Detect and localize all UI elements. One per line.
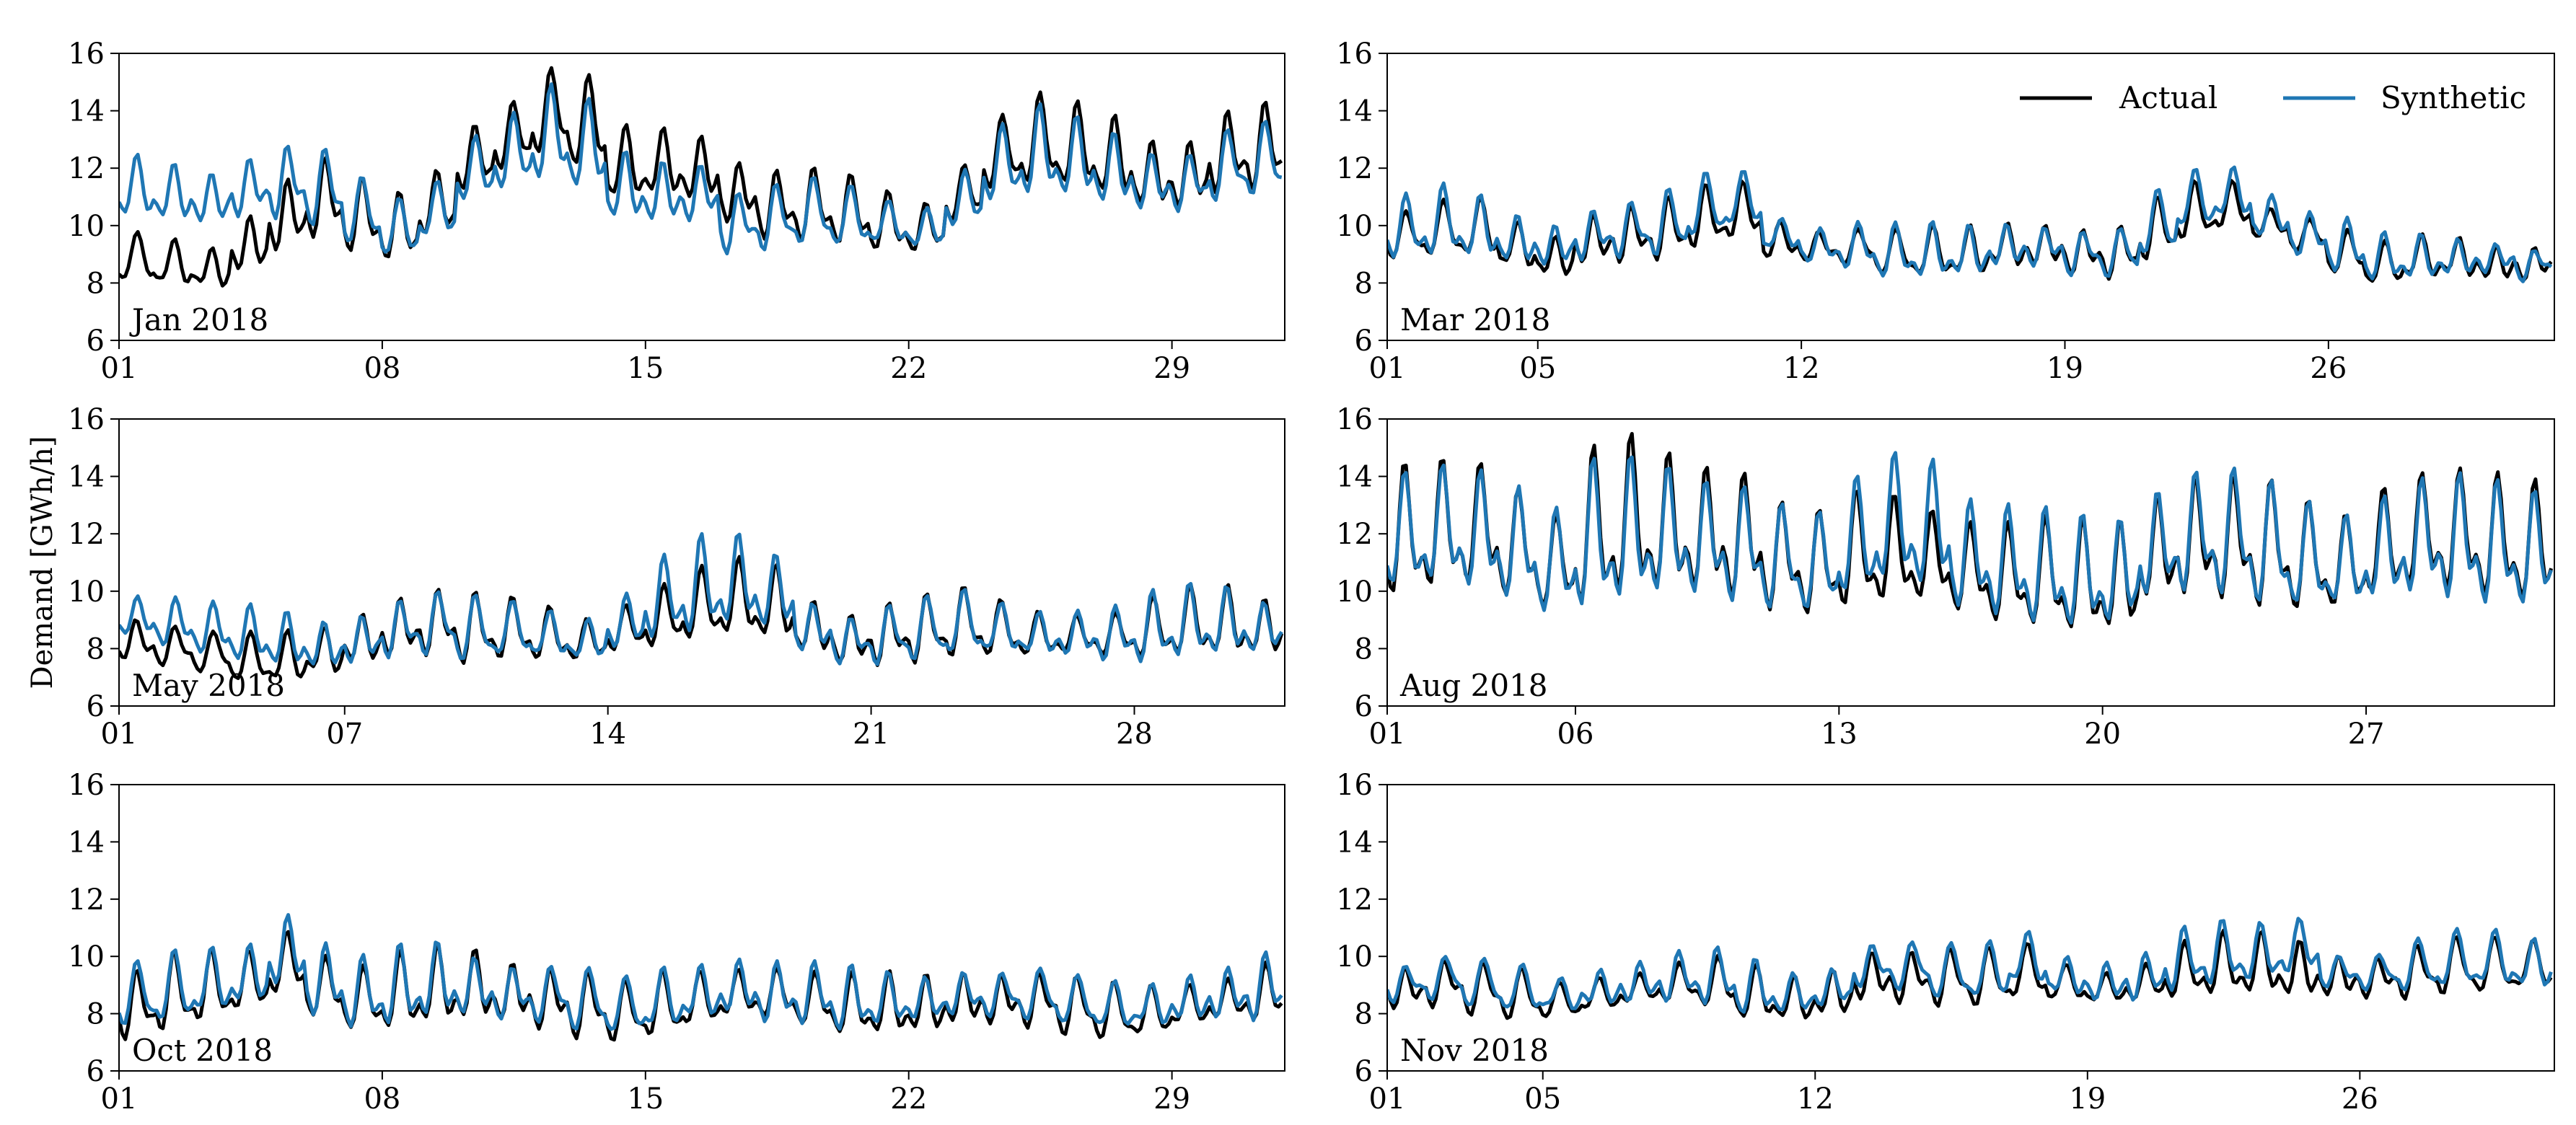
y-tick-label: 16	[68, 403, 105, 436]
x-tick-label: 26	[2342, 1082, 2378, 1116]
x-tick-label: 06	[1557, 718, 1594, 751]
plot-frame	[1386, 53, 2555, 341]
x-tick-label: 29	[1153, 1082, 1190, 1116]
panel-mar: 6 8 10 12 14 16 01 05 12 19 26 Mar 2018	[1336, 38, 2555, 385]
y-tick-label: 14	[68, 826, 105, 859]
y-tick-label: 6	[87, 1055, 105, 1088]
y-tick-label: 12	[68, 883, 105, 917]
x-tick-label: 01	[1369, 352, 1406, 385]
series-line-synthetic	[119, 531, 1283, 666]
y-tick-label: 8	[1355, 632, 1373, 666]
y-tick-label: 8	[1355, 998, 1373, 1031]
y-tick-label: 12	[68, 152, 105, 185]
y-tick-label: 16	[1336, 403, 1373, 436]
x-tick-label: 01	[1369, 1082, 1406, 1116]
panel-title: Mar 2018	[1400, 302, 1550, 338]
y-tick-label: 10	[1336, 575, 1373, 609]
y-tick-label: 6	[1355, 325, 1373, 358]
x-tick-label: 01	[101, 718, 138, 751]
y-tick-label: 12	[1336, 518, 1373, 551]
y-tick-label: 6	[87, 325, 105, 358]
panel-title: Oct 2018	[132, 1033, 273, 1068]
y-tick-label: 10	[68, 575, 105, 609]
panel-title: Aug 2018	[1399, 668, 1548, 703]
y-tick-label: 10	[68, 940, 105, 974]
x-tick-label: 26	[2310, 352, 2347, 385]
x-tick-label: 07	[326, 718, 363, 751]
x-tick-label: 22	[890, 352, 927, 385]
series-line-synthetic	[119, 82, 1283, 256]
x-tick-label: 27	[2348, 718, 2385, 751]
y-tick-label: 8	[87, 267, 105, 300]
y-tick-label: 16	[68, 38, 105, 71]
y-tick-label: 16	[1336, 769, 1373, 802]
y-tick-label: 10	[68, 210, 105, 243]
y-tick-label: 14	[68, 95, 105, 128]
x-tick-label: 08	[364, 1082, 400, 1116]
y-tick-label: 8	[87, 998, 105, 1031]
y-tick-label: 14	[1336, 461, 1373, 494]
y-tick-label: 14	[68, 461, 105, 494]
panel-nov: 6 8 10 12 14 16 01 05 12 19 26 Nov 2018	[1336, 769, 2555, 1116]
x-tick-label: 22	[890, 1082, 927, 1116]
series-line-synthetic	[1387, 917, 2553, 1014]
y-tick-label: 6	[1355, 1055, 1373, 1088]
x-tick-label: 21	[853, 718, 889, 751]
y-tick-label: 8	[87, 632, 105, 666]
series-line-synthetic	[1387, 451, 2554, 625]
x-tick-label: 28	[1116, 718, 1153, 751]
y-tick-label: 10	[1336, 210, 1373, 243]
x-tick-label: 20	[2084, 718, 2121, 751]
plot-frame	[118, 418, 1285, 707]
plot-frame	[1386, 784, 2555, 1072]
plot-frame	[118, 784, 1285, 1072]
plot-frame	[118, 53, 1285, 341]
series-line-actual	[119, 555, 1284, 680]
panel-may: 6 8 10 12 14 16 01 07 14 21 28 May 2018	[68, 403, 1285, 751]
x-tick-label: 12	[1797, 1082, 1834, 1116]
series-line-synthetic	[119, 913, 1283, 1031]
legend: Actual Synthetic	[2020, 80, 2526, 115]
series-line-synthetic	[1387, 165, 2553, 283]
panel-title: May 2018	[132, 668, 285, 703]
x-tick-label: 01	[1369, 718, 1406, 751]
y-tick-label: 16	[68, 769, 105, 802]
y-axis-label: Demand [GWh/h]	[26, 436, 59, 689]
y-tick-label: 12	[1336, 152, 1373, 185]
plot-frame	[1386, 418, 2555, 707]
x-tick-label: 08	[364, 352, 400, 385]
x-tick-label: 29	[1153, 352, 1190, 385]
y-tick-label: 6	[87, 690, 105, 723]
panel-jan: 6 8 10 12 14 16 01 08 15 22 29 Jan 2018	[68, 38, 1285, 385]
x-tick-label: 01	[101, 1082, 138, 1116]
panel-title: Jan 2018	[129, 302, 268, 338]
x-tick-label: 05	[1519, 352, 1556, 385]
panel-aug: 6 8 10 12 14 16 01 06 13 20 27 Aug 2018	[1336, 403, 2555, 751]
y-tick-label: 12	[68, 518, 105, 551]
y-tick-label: 14	[1336, 95, 1373, 128]
x-tick-label: 12	[1783, 352, 1820, 385]
x-tick-label: 14	[589, 718, 626, 751]
series-line-actual	[119, 66, 1283, 288]
y-tick-label: 6	[1355, 690, 1373, 723]
series-line-actual	[1387, 928, 2553, 1020]
y-tick-label: 12	[1336, 883, 1373, 917]
x-tick-label: 15	[627, 352, 664, 385]
y-tick-label: 16	[1336, 38, 1373, 71]
x-tick-label: 13	[1821, 718, 1858, 751]
legend-label-actual: Actual	[2119, 80, 2217, 115]
y-tick-label: 10	[1336, 940, 1373, 974]
panel-oct: 6 8 10 12 14 16 01 08 15 22 29 Oct 2018	[68, 769, 1285, 1116]
x-tick-label: 19	[2069, 1082, 2106, 1116]
x-tick-label: 15	[627, 1082, 664, 1116]
series-line-actual	[1387, 432, 2554, 629]
x-tick-label: 01	[101, 352, 138, 385]
x-tick-label: 05	[1524, 1082, 1561, 1116]
y-tick-label: 14	[1336, 826, 1373, 859]
x-tick-label: 19	[2047, 352, 2083, 385]
y-tick-label: 8	[1355, 267, 1373, 300]
panel-title: Nov 2018	[1400, 1033, 1549, 1068]
legend-label-synthetic: Synthetic	[2381, 80, 2526, 115]
